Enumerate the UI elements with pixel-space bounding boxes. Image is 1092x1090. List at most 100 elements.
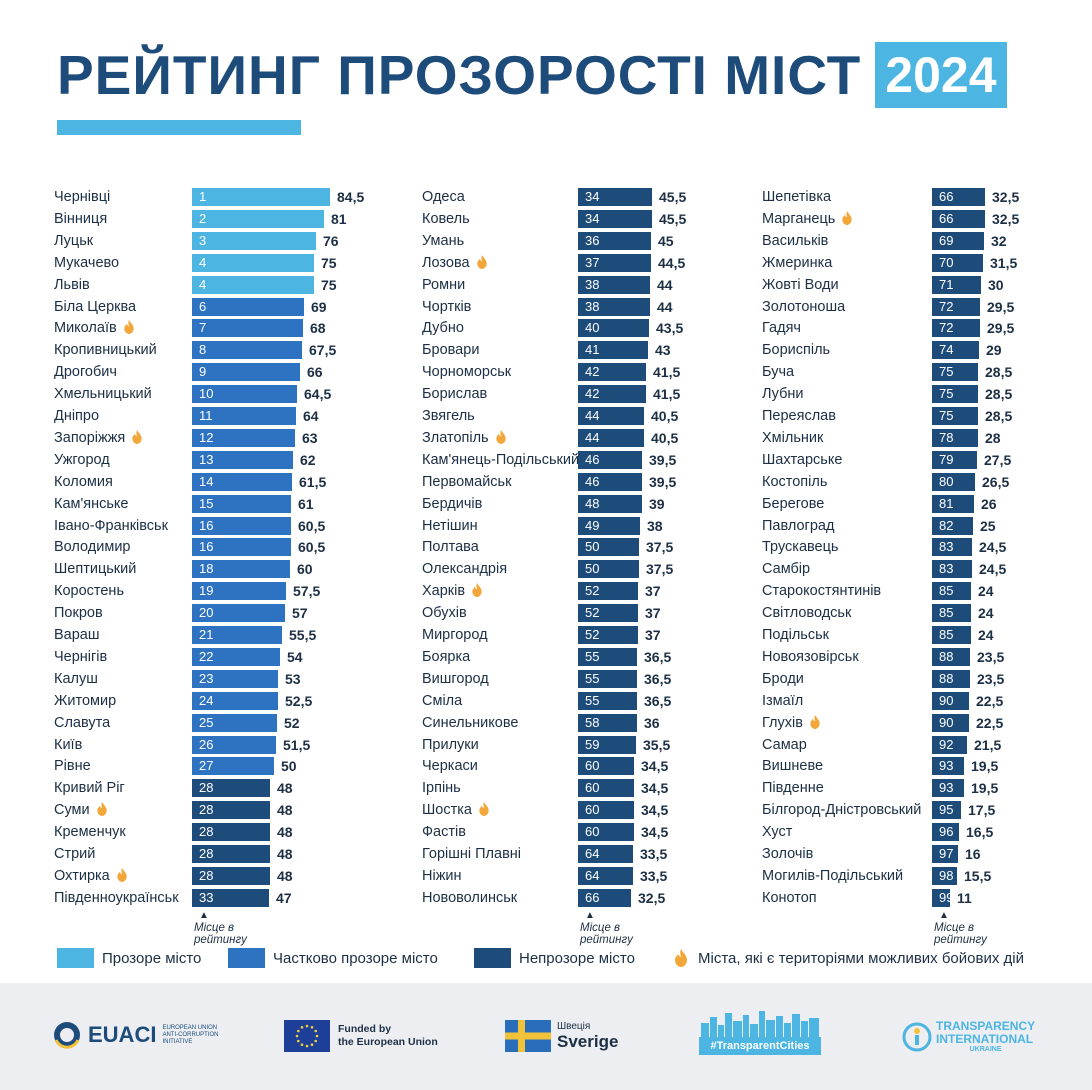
city-name: Вишневе bbox=[762, 758, 824, 775]
score-label: 75 bbox=[321, 276, 337, 293]
city-name: Берегове bbox=[762, 495, 825, 512]
rank-label: 88 bbox=[939, 670, 954, 686]
ranking-row: Вінниця 2 81 bbox=[54, 208, 384, 230]
ranking-row: Шостка 60 34,5 bbox=[422, 799, 752, 821]
city-name: Калуш bbox=[54, 670, 98, 687]
score-bar bbox=[932, 231, 984, 250]
score-bar bbox=[932, 823, 959, 842]
score-bar bbox=[932, 253, 983, 272]
rank-label: 46 bbox=[585, 473, 600, 489]
city-name: Хмільник bbox=[762, 429, 824, 446]
rank-label: 49 bbox=[585, 517, 600, 533]
rank-label: 33 bbox=[199, 889, 214, 905]
city-name: Дрогобич bbox=[54, 364, 117, 381]
ranking-row: Жовті Води 71 30 bbox=[762, 274, 1092, 296]
score-label: 76 bbox=[323, 232, 339, 249]
rank-label: 80 bbox=[939, 473, 954, 489]
city-name: Світловодськ bbox=[762, 605, 852, 622]
score-label: 24 bbox=[978, 627, 994, 643]
score-label: 60,5 bbox=[298, 517, 326, 534]
rank-label: 85 bbox=[939, 627, 954, 642]
city-name: Нововолинськ bbox=[422, 889, 518, 906]
score-label: 39 bbox=[649, 495, 665, 512]
score-label: 61,5 bbox=[299, 473, 327, 490]
rank-label: 19 bbox=[199, 583, 214, 599]
city-name: Павлоград bbox=[762, 517, 835, 534]
sweden-logo: Швеція Sverige bbox=[505, 1020, 618, 1052]
city-name: Охтирка bbox=[54, 867, 110, 884]
ranking-row: Лозова 37 44,5 bbox=[422, 252, 752, 274]
city-name: Чорноморськ bbox=[422, 364, 512, 381]
legend-swatch-nontransparent bbox=[474, 948, 511, 968]
ranking-row: Шептицький 18 60 bbox=[54, 558, 384, 580]
ranking-row: Бровари 41 43 bbox=[422, 339, 752, 361]
score-label: 45,5 bbox=[659, 189, 687, 205]
city-name: Чернігів bbox=[54, 648, 108, 665]
score-bar bbox=[192, 801, 270, 820]
score-label: 28,5 bbox=[985, 364, 1013, 381]
score-label: 21,5 bbox=[974, 736, 1002, 753]
ranking-row: Ніжин 64 33,5 bbox=[422, 865, 752, 887]
score-label: 22,5 bbox=[976, 692, 1004, 709]
city-skyline-icon bbox=[701, 1011, 819, 1037]
city-name: Запоріжжя bbox=[54, 429, 126, 446]
score-bar bbox=[192, 757, 274, 776]
ranking-row: Олександрія 50 37,5 bbox=[422, 558, 752, 580]
rank-label: 81 bbox=[939, 495, 954, 511]
page-title: РЕЙТИНГ ПРОЗОРОСТІ МІСТ 2024 bbox=[57, 40, 1007, 110]
ranking-row: Чорноморськ 42 41,5 bbox=[422, 361, 752, 383]
score-label: 36,5 bbox=[644, 692, 672, 709]
score-bar bbox=[192, 450, 293, 469]
score-bar bbox=[578, 647, 637, 666]
ranking-row: Черкаси 60 34,5 bbox=[422, 755, 752, 777]
ranking-row: Ірпінь 60 34,5 bbox=[422, 777, 752, 799]
score-label: 35,5 bbox=[643, 736, 671, 753]
ranking-row: Златопіль 44 40,5 bbox=[422, 427, 752, 449]
rank-label: 18 bbox=[199, 561, 214, 577]
city-name: Славута bbox=[54, 714, 111, 731]
city-name: Марганець bbox=[762, 210, 836, 227]
score-bar bbox=[932, 735, 967, 754]
transparent-cities-logo: #TransparentCities bbox=[698, 1003, 822, 1055]
ranking-row: Могилів-Подільський 98 15,5 bbox=[762, 865, 1092, 887]
rank-label: 14 bbox=[199, 473, 214, 489]
score-bar bbox=[932, 691, 969, 710]
city-name: Буча bbox=[762, 364, 795, 381]
rank-label: 28 bbox=[199, 780, 214, 796]
rank-label: 83 bbox=[939, 561, 954, 577]
city-name: Білгород-Дністровський bbox=[762, 802, 922, 819]
ranking-row: Золотоноша 72 29,5 bbox=[762, 296, 1092, 318]
score-bar bbox=[578, 450, 642, 469]
euaci-name: EUACI bbox=[88, 1022, 157, 1047]
score-label: 60,5 bbox=[298, 539, 326, 556]
score-label: 48 bbox=[277, 824, 293, 841]
score-label: 29 bbox=[986, 342, 1002, 359]
eu-funded-text: Funded by the European Union bbox=[338, 1023, 438, 1049]
rank-label: 60 bbox=[585, 824, 600, 840]
rank-label: 70 bbox=[939, 254, 954, 270]
rank-label: 50 bbox=[585, 539, 600, 555]
score-label: 19,5 bbox=[971, 758, 999, 775]
rank-label: 95 bbox=[939, 802, 954, 818]
ranking-row: Первомайськ 46 39,5 bbox=[422, 471, 752, 493]
score-bar bbox=[932, 757, 964, 776]
rank-label: 12 bbox=[199, 429, 214, 445]
city-name: Біла Церква bbox=[54, 298, 137, 315]
city-name: Гадяч bbox=[762, 320, 801, 337]
city-name: Жмеринка bbox=[762, 254, 833, 271]
city-name: Трускавець bbox=[762, 539, 839, 556]
score-bar bbox=[932, 516, 973, 535]
ranking-row: Охтирка 28 48 bbox=[54, 865, 384, 887]
ranking-row: Вишгород 55 36,5 bbox=[422, 668, 752, 690]
fire-icon bbox=[810, 714, 820, 729]
ranking-row: Ізмаїл 90 22,5 bbox=[762, 690, 1092, 712]
title-main: РЕЙТИНГ ПРОЗОРОСТІ МІСТ bbox=[57, 44, 862, 106]
rank-label: 34 bbox=[585, 189, 600, 204]
ranking-row: Володимир 16 60,5 bbox=[54, 536, 384, 558]
score-bar bbox=[932, 560, 972, 579]
city-name: Коростень bbox=[54, 583, 124, 600]
score-bar bbox=[578, 538, 639, 557]
score-label: 23,5 bbox=[977, 670, 1005, 687]
rank-label: 24 bbox=[199, 692, 214, 708]
ranking-row: Подільськ 85 24 bbox=[762, 624, 1092, 646]
